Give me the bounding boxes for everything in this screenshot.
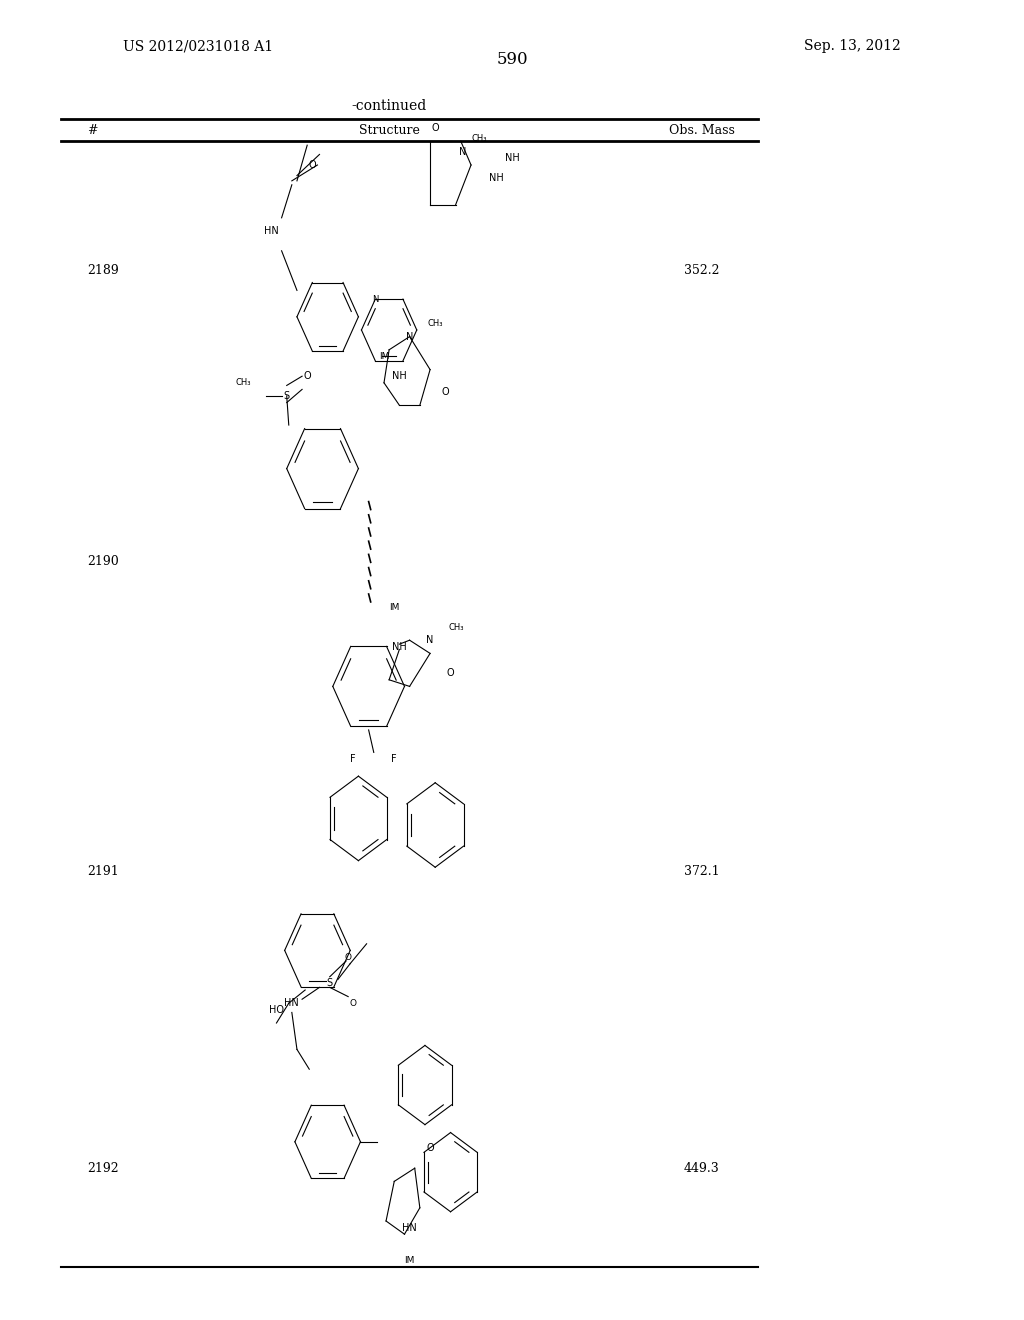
Text: Obs. Mass: Obs. Mass	[669, 124, 734, 137]
Text: CH₃: CH₃	[471, 135, 487, 143]
Text: O: O	[308, 160, 316, 170]
Text: N: N	[372, 294, 379, 304]
Text: O: O	[345, 953, 351, 961]
Text: IM: IM	[389, 603, 399, 611]
Text: F: F	[350, 754, 356, 764]
Text: 590: 590	[497, 51, 527, 67]
Text: #: #	[87, 124, 97, 137]
Text: CH₃: CH₃	[449, 623, 464, 631]
Text: S: S	[284, 391, 290, 401]
Text: NH: NH	[392, 371, 407, 381]
Text: CH₃: CH₃	[427, 319, 442, 327]
Text: NH: NH	[392, 642, 407, 652]
Text: 2189: 2189	[87, 264, 119, 277]
Text: HN: HN	[264, 226, 279, 236]
Text: N: N	[426, 635, 434, 645]
Text: N: N	[459, 147, 467, 157]
Text: CH₃: CH₃	[236, 379, 251, 387]
Text: O: O	[441, 387, 450, 397]
Text: 2192: 2192	[87, 1162, 119, 1175]
Text: HO: HO	[269, 1005, 284, 1015]
Text: O: O	[426, 1143, 434, 1154]
Text: 2190: 2190	[87, 554, 119, 568]
Text: NH: NH	[505, 153, 519, 164]
Text: S: S	[327, 978, 333, 989]
Text: 372.1: 372.1	[684, 865, 719, 878]
Text: HN: HN	[402, 1222, 417, 1233]
Text: 449.3: 449.3	[684, 1162, 719, 1175]
Text: O: O	[446, 668, 455, 678]
Text: US 2012/0231018 A1: US 2012/0231018 A1	[123, 40, 273, 53]
Text: Sep. 13, 2012: Sep. 13, 2012	[805, 40, 901, 53]
Text: IM: IM	[379, 352, 389, 360]
Text: NH: NH	[489, 173, 504, 183]
Text: 2191: 2191	[87, 865, 119, 878]
Text: N: N	[406, 331, 414, 342]
Text: -continued: -continued	[351, 99, 427, 112]
Text: 352.2: 352.2	[684, 264, 719, 277]
Text: O: O	[303, 371, 311, 381]
Text: HN: HN	[285, 998, 299, 1008]
Text: F: F	[391, 754, 397, 764]
Text: Structure: Structure	[358, 124, 420, 137]
Text: IM: IM	[404, 1257, 415, 1265]
Text: O: O	[431, 123, 439, 133]
Text: O: O	[350, 999, 356, 1007]
